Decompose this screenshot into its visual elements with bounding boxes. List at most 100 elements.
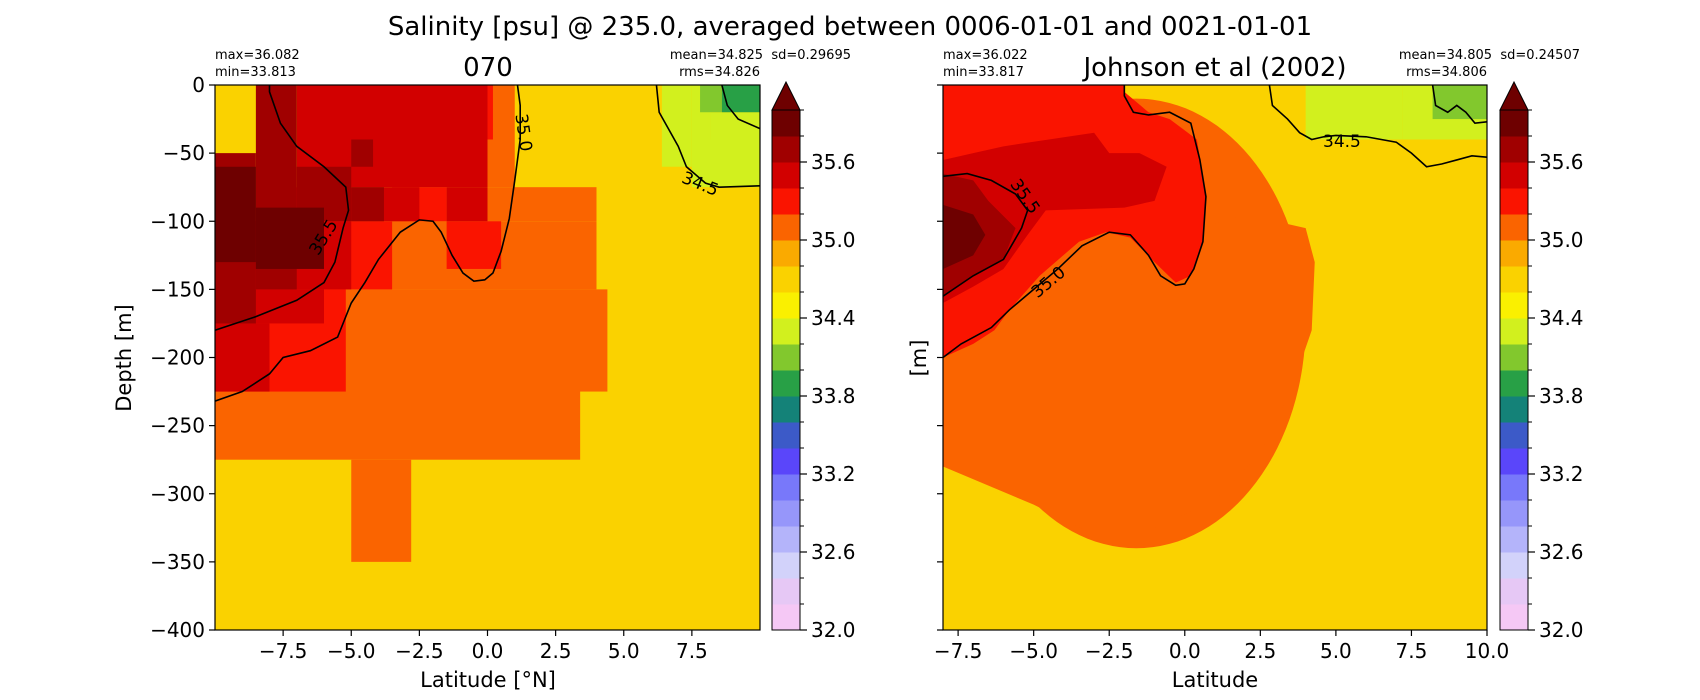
y-tick-label: −150 [150,277,205,301]
x-tick-label: −2.5 [395,639,444,663]
colorbar-segment [1500,526,1528,553]
stat-mean-sd: mean=34.825 sd=0.29695 [670,48,851,63]
colorbar-segment [1500,474,1528,501]
x-tick-label: 0.0 [1169,639,1201,663]
colorbar-tick-label: 32.6 [1539,540,1584,564]
x-tick-label: −2.5 [1085,639,1134,663]
colorbar-tick-label: 32.6 [811,540,856,564]
x-tick-label: 2.5 [1244,639,1276,663]
x-tick-label: 5.0 [608,639,640,663]
salinity-cell [700,85,722,113]
colorbar-segment [1500,266,1528,293]
colorbar-segment [772,578,800,605]
contour-line [943,172,1029,297]
colorbar-segment [772,448,800,475]
stat-max: max=36.082 [215,48,300,63]
colorbar-segment [772,318,800,345]
salinity-cell [446,221,502,269]
colorbar-tick-label: 33.2 [1539,462,1584,486]
colorbar-segment [772,136,800,163]
contour-label: 34.5 [1323,132,1361,152]
salinity-cell [721,85,760,113]
y-axis-label: Depth [m] [112,304,136,411]
stat-min: min=33.817 [943,65,1024,80]
colorbar-segment [772,370,800,397]
salinity-cell [1432,85,1487,120]
colorbar-segment [1500,188,1528,215]
stat-min: min=33.813 [215,65,296,80]
observation-panel: Johnson et al (2002) max=36.022 min=33.8… [907,48,1584,692]
panel-title: 070 [463,53,513,83]
colorbar-segment [1500,162,1528,189]
salinity-cell [351,187,384,222]
y-tick-label: −250 [150,414,205,438]
colorbar-segment [1500,318,1528,345]
y-tick-label: −200 [150,346,205,370]
colorbar: 35.6 35.0 34.4 33.8 33.2 32.6 32.0 [771,80,856,642]
panel-title: Johnson et al (2002) [1081,53,1346,83]
colorbar-segment [1500,422,1528,449]
x-tick-label: 2.5 [540,639,572,663]
x-tick-label: −5.0 [327,639,376,663]
colorbar-segment [772,474,800,501]
y-tick-label: −300 [150,482,205,506]
salinity-heatmap: 35.535.034.5 −7.5 −5.0 −2.5 0.0 2.5 5.0 7.5 10.0 [934,84,1510,663]
colorbar-tick-label: 33.8 [811,384,856,408]
x-tick-label: 5.0 [1320,639,1352,663]
stat-mean-sd: mean=34.805 sd=0.24507 [1399,48,1580,63]
colorbar-segment [1500,578,1528,605]
salinity-field: 35.535.034.5 [943,85,1487,630]
figure-title: Salinity [psu] @ 235.0, averaged between… [388,12,1312,42]
salinity-cell [1305,85,1403,140]
colorbar-segment [1500,448,1528,475]
colorbar-extend-arrow [771,80,801,111]
salinity-field: 35.035.534.5 [215,85,760,630]
x-tick-label: 0.0 [472,639,504,663]
colorbar-tick-label: 34.4 [811,306,856,330]
colorbar-segment [772,292,800,319]
salinity-cell [215,166,256,263]
salinity-region [943,204,986,269]
salinity-cell [351,459,412,562]
colorbar-segment [772,396,800,423]
colorbar-segment [1500,604,1528,631]
salinity-cell [1402,85,1433,115]
colorbar-tick-label: 33.2 [811,462,856,486]
colorbar-segment [772,422,800,449]
stat-rms: rms=34.806 [1406,65,1487,80]
colorbar-segment [1500,136,1528,163]
y-tick-label: −400 [150,618,205,642]
colorbar-tick-label: 34.4 [1539,306,1584,330]
contour-line [655,85,760,188]
salinity-cell [215,323,270,392]
colorbar-segment [1500,552,1528,579]
colorbar-tick-label: 35.0 [811,228,856,252]
x-tick-label: 10.0 [1465,639,1510,663]
contour-line [215,85,522,402]
x-tick-label: −5.0 [1009,639,1058,663]
salinity-cell [691,139,760,188]
colorbar-segment [772,110,800,137]
salinity-cell [351,139,374,167]
salinity-heatmap: 35.035.534.5 −7.5 −5.0 −2.5 0.0 2.5 5.0 7.5 0 −50… [150,73,761,663]
y-tick-label: −50 [163,141,205,165]
contour-line [215,85,350,332]
colorbar-tick-label: 32.0 [1539,618,1584,642]
colorbar-segment [1500,370,1528,397]
stat-rms: rms=34.826 [679,65,760,80]
x-axis-label: Latitude [°N] [420,668,556,692]
colorbar-segment [772,162,800,189]
x-tick-label: −7.5 [259,639,308,663]
model-panel: 070 max=36.082 min=33.813 mean=34.825 sd… [112,48,856,692]
colorbar-segment [1500,214,1528,241]
y-tick-label: −100 [150,209,205,233]
y-tick-label: 0 [192,73,205,97]
x-tick-label: 7.5 [1396,639,1428,663]
salinity-cell [623,85,662,113]
contour-line [943,85,1207,359]
colorbar-extend-arrow [1499,80,1529,111]
colorbar-segment [772,552,800,579]
colorbar-segment [1500,396,1528,423]
contour-line [1431,85,1487,124]
colorbar-tick-label: 33.8 [1539,384,1584,408]
